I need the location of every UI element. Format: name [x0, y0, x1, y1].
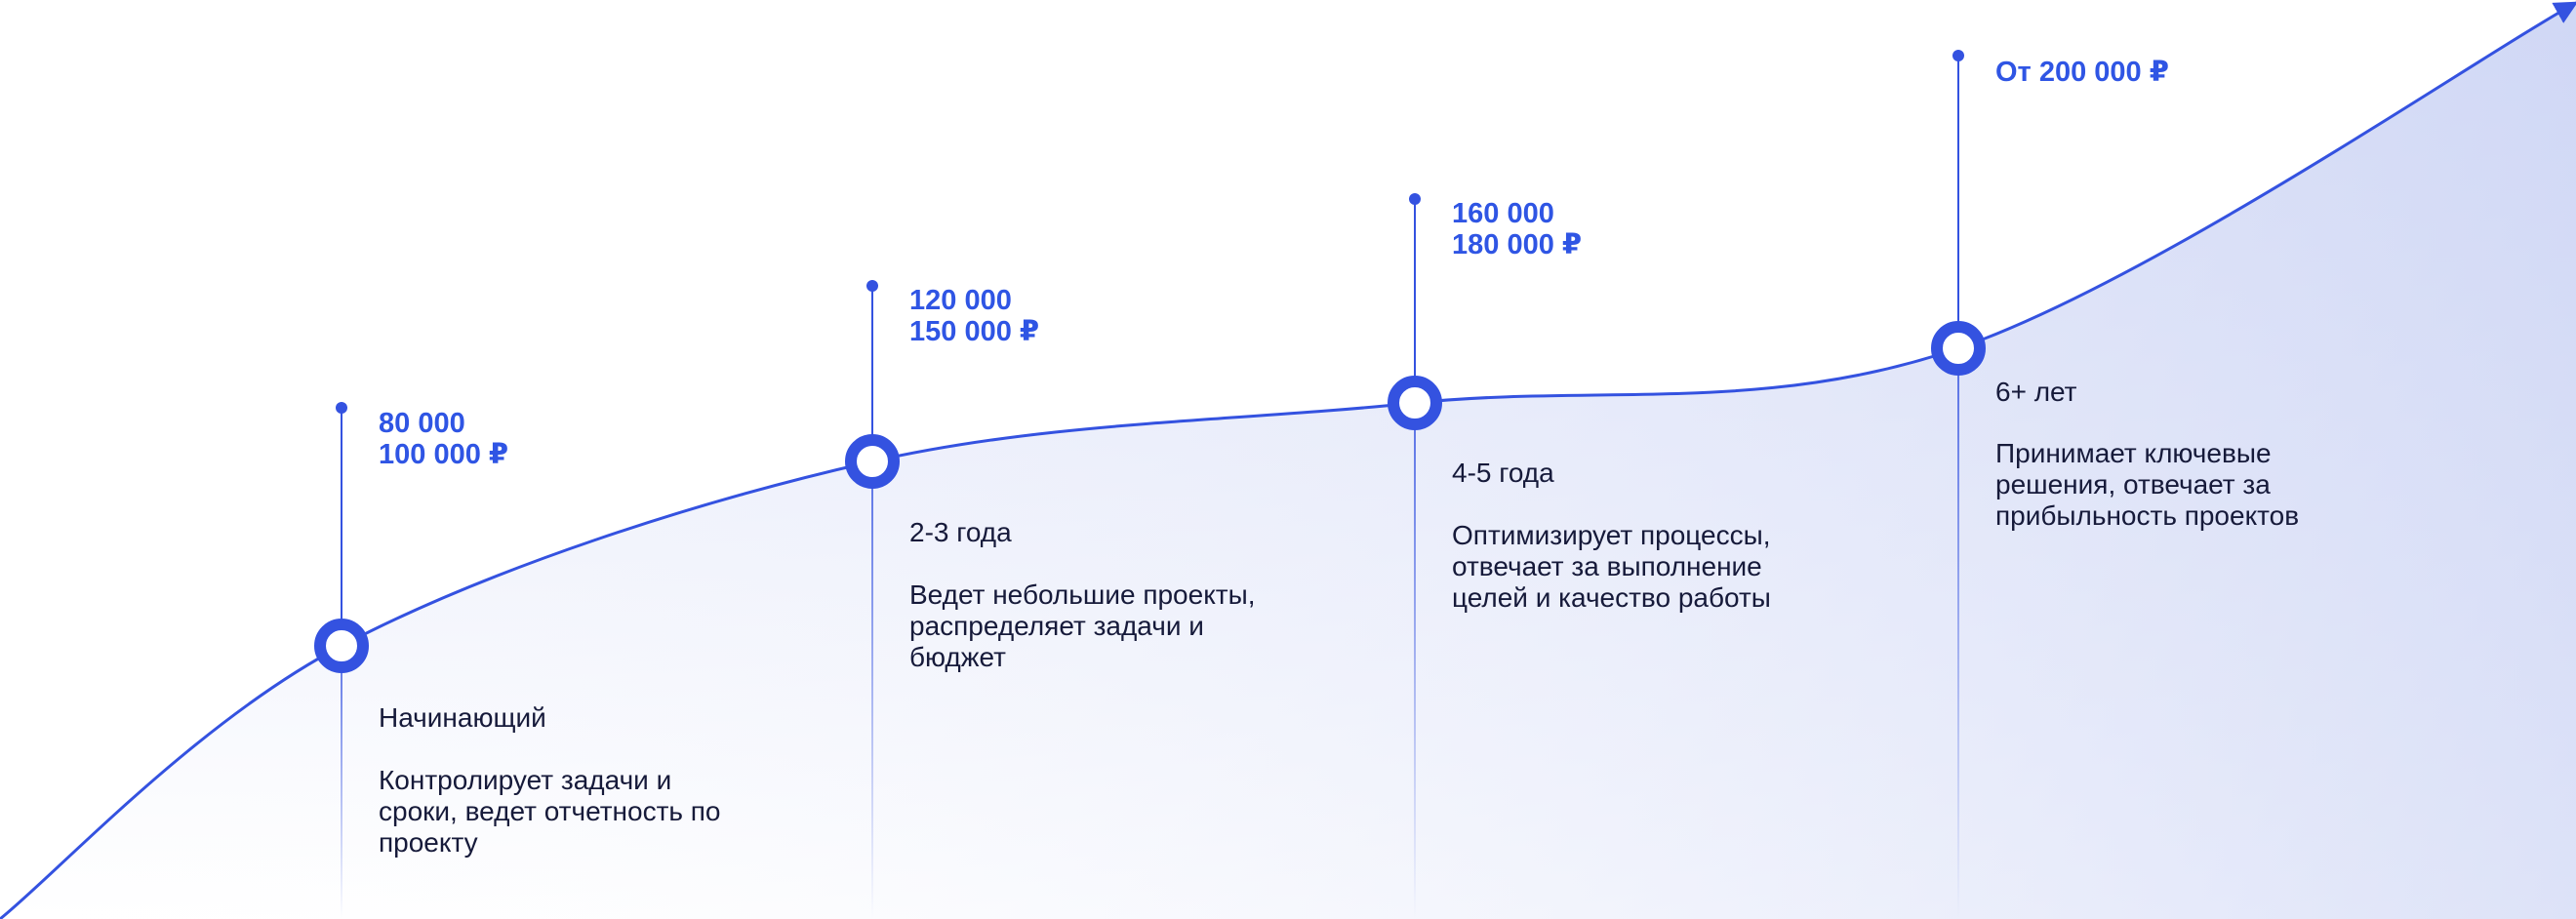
- salary-line: 80 000: [379, 408, 465, 439]
- milestone-top-dot: [866, 280, 878, 292]
- role-description: Ведет небольшие проекты, распределяет за…: [909, 579, 1256, 672]
- experience-level: 4-5 года: [1452, 458, 1554, 488]
- milestone-top-dot: [1409, 193, 1421, 205]
- role-description: Оптимизирует процессы, отвечает за выпол…: [1452, 520, 1771, 613]
- role-description: Принимает ключевые решения, отвечает за …: [1995, 438, 2300, 531]
- salary-line: 150 000 ₽: [909, 316, 1040, 347]
- salary-range: 160 000 180 000 ₽: [1452, 198, 1582, 260]
- milestone-node: [845, 434, 900, 489]
- salary-line: 160 000: [1452, 198, 1554, 229]
- milestone-stem-fade: [871, 461, 873, 919]
- milestone-stem-fade: [1957, 348, 1959, 919]
- salary-line: 100 000 ₽: [379, 439, 509, 470]
- salary-line: От 200 000 ₽: [1995, 57, 2169, 88]
- milestone-stem-fade: [341, 646, 342, 919]
- milestone-node: [1388, 376, 1442, 430]
- milestone-node: [1931, 321, 1986, 376]
- experience-level: 6+ лет: [1995, 377, 2077, 407]
- experience-level: 2-3 года: [909, 517, 1012, 547]
- milestone-stem-fade: [1414, 403, 1416, 919]
- salary-line: 120 000: [909, 285, 1012, 316]
- salary-range: От 200 000 ₽: [1995, 57, 2169, 88]
- salary-range: 80 000 100 000 ₽: [379, 408, 508, 470]
- salary-line: 180 000 ₽: [1452, 229, 1583, 260]
- role-description: Контролирует задачи и сроки, ведет отчет…: [379, 765, 721, 858]
- milestone-top-dot: [1952, 50, 1964, 61]
- salary-range: 120 000 150 000 ₽: [909, 285, 1039, 347]
- milestone-top-dot: [336, 402, 347, 414]
- experience-level: Начинающий: [379, 702, 546, 733]
- milestone-node: [314, 619, 369, 673]
